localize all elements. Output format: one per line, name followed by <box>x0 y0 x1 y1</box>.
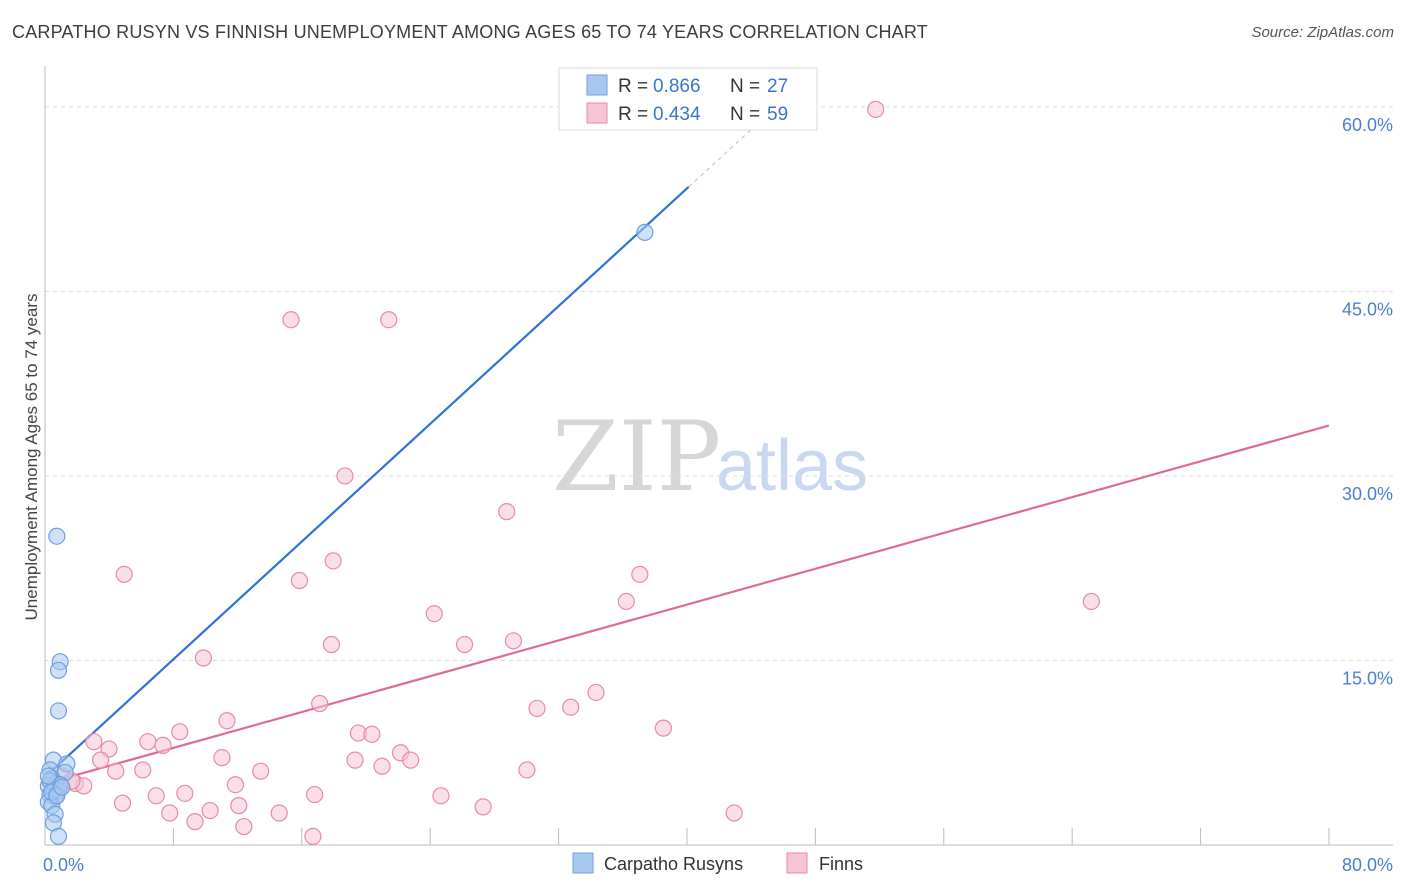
finns-point-9 <box>617 592 635 611</box>
finns-point-50 <box>474 798 492 816</box>
finns-point-51 <box>161 804 179 822</box>
trend-line-rusyn <box>49 186 690 774</box>
stats-n-value-finns: 59 <box>767 104 788 125</box>
finns-point-49 <box>201 801 219 820</box>
finns-point-26 <box>85 733 103 751</box>
finns-point-47 <box>113 794 132 812</box>
legend-label-rusyn: Carpatho Rusyns <box>604 854 743 874</box>
finns-point-45 <box>306 785 324 804</box>
finns-point-37 <box>373 757 391 775</box>
finns-point-3 <box>336 467 354 485</box>
finns-point-23 <box>363 725 381 743</box>
trend-line-rusyn-extension <box>688 119 762 188</box>
finns-point-0 <box>867 100 885 118</box>
y-axis-label: Unemployment Among Ages 65 to 74 years <box>22 294 41 621</box>
finns-point-7 <box>324 552 342 570</box>
finns-point-46 <box>432 787 450 805</box>
legend: Carpatho Rusyns Finns <box>572 852 863 874</box>
stats-r-value-rusyn: 0.866 <box>653 76 701 97</box>
finns-point-55 <box>235 817 253 836</box>
watermark-zip: ZIP <box>552 401 721 513</box>
stats-swatch-rusyn <box>586 74 608 96</box>
y-tick-labels: 15.0% 30.0% 45.0% 60.0% <box>1342 115 1393 689</box>
finns-point-1 <box>282 311 300 329</box>
x-tick-label-1: 80.0% <box>1342 855 1393 875</box>
finns-point-4 <box>498 503 516 521</box>
x-tick-label-0: 0.0% <box>43 855 84 875</box>
finns-point-17 <box>311 694 329 713</box>
chart-source: Source: ZipAtlas.com <box>1251 24 1394 41</box>
x-tick-labels: 0.0% 80.0% <box>43 855 1393 875</box>
finns-point-43 <box>147 787 165 805</box>
trend-line-finns <box>49 424 1330 784</box>
rusyn-point-0 <box>48 527 66 545</box>
rusyn-point-3 <box>49 702 68 720</box>
finns-point-53 <box>725 804 743 822</box>
finns-point-14 <box>322 635 341 654</box>
stats-n-label-rusyn: N = <box>730 76 760 97</box>
axes <box>44 66 1393 846</box>
finns-point-24 <box>654 719 672 737</box>
watermark-atlas: atlas <box>716 426 868 506</box>
stats-swatch-finns <box>586 102 608 124</box>
finns-point-21 <box>171 723 189 741</box>
finns-point-15 <box>194 649 212 667</box>
stats-r-value-finns: 0.434 <box>653 104 701 125</box>
stats-box: R = 0.866 N = 27 R = 0.434 N = 59 <box>558 67 818 131</box>
watermark: ZIP atlas <box>552 401 868 513</box>
y-tick-label-1: 30.0% <box>1342 484 1393 504</box>
finns-point-19 <box>562 698 580 716</box>
finns-point-56 <box>304 827 322 845</box>
rusyn-point-24 <box>53 778 71 796</box>
finns-point-30 <box>213 749 231 767</box>
finns-point-28 <box>154 736 172 754</box>
y-tick-label-0: 15.0% <box>1342 668 1393 688</box>
finns-point-52 <box>270 804 288 822</box>
finns-point-5 <box>115 565 133 583</box>
legend-swatch-finns <box>786 852 808 874</box>
finns-point-48 <box>230 797 248 815</box>
stats-n-value-rusyn: 27 <box>767 76 788 97</box>
legend-label-finns: Finns <box>819 854 863 874</box>
series-finns-points <box>51 100 1100 845</box>
rusyn-point-26 <box>636 223 654 241</box>
y-tick-label-3: 60.0% <box>1342 115 1393 135</box>
finns-point-38 <box>518 761 536 779</box>
y-tick-label-2: 45.0% <box>1342 299 1393 319</box>
finns-point-10 <box>1082 592 1100 611</box>
finns-point-16 <box>587 683 605 702</box>
finns-point-6 <box>290 571 309 590</box>
chart-title: CARPATHO RUSYN VS FINNISH UNEMPLOYMENT A… <box>12 22 928 42</box>
finns-point-34 <box>252 762 270 780</box>
stats-r-label-finns: R = <box>618 104 648 125</box>
finns-point-13 <box>455 635 474 654</box>
legend-swatch-rusyn <box>572 852 594 874</box>
stats-r-label-rusyn: R = <box>618 76 648 97</box>
gridlines <box>45 106 1393 661</box>
finns-point-11 <box>425 605 443 623</box>
finns-point-54 <box>186 813 204 831</box>
series-carpatho-rusyns-points <box>39 223 654 845</box>
finns-point-41 <box>226 776 245 794</box>
finns-point-36 <box>107 762 125 780</box>
rusyn-point-2 <box>49 661 68 679</box>
finns-point-2 <box>380 311 398 329</box>
finns-point-35 <box>134 761 152 779</box>
finns-point-33 <box>92 751 110 769</box>
rusyn-point-25 <box>39 767 57 785</box>
trend-lines <box>49 119 1330 784</box>
finns-point-20 <box>218 712 236 730</box>
finns-point-8 <box>631 565 649 583</box>
finns-point-32 <box>402 751 420 769</box>
stats-n-label-finns: N = <box>730 104 760 125</box>
finns-point-44 <box>176 784 194 802</box>
finns-point-25 <box>139 733 157 751</box>
rusyn-point-19 <box>49 827 68 845</box>
finns-point-31 <box>346 751 364 769</box>
finns-point-18 <box>528 699 546 718</box>
finns-point-12 <box>504 632 523 650</box>
